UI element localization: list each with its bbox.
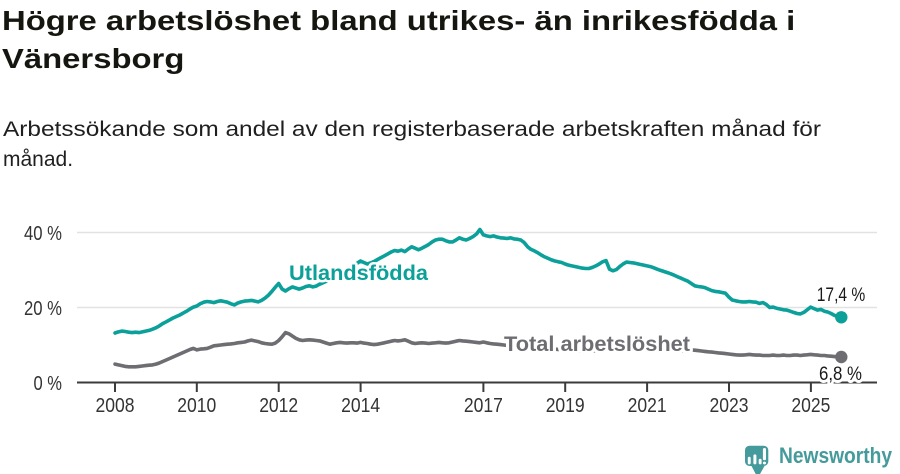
svg-text:40 %: 40 %	[24, 223, 62, 245]
svg-text:2008: 2008	[96, 395, 135, 417]
svg-text:6,8 %: 6,8 %	[819, 364, 862, 385]
svg-text:2014: 2014	[341, 395, 380, 417]
svg-text:17,4 %: 17,4 %	[817, 285, 866, 306]
svg-text:2023: 2023	[710, 395, 749, 417]
svg-text:2017: 2017	[464, 395, 503, 417]
svg-text:Newsworthy: Newsworthy	[779, 443, 893, 468]
svg-text:Utlandsfödda: Utlandsfödda	[289, 262, 428, 285]
svg-text:Total arbetslöshet: Total arbetslöshet	[504, 333, 690, 356]
svg-text:2025: 2025	[791, 395, 830, 417]
svg-text:2019: 2019	[546, 395, 585, 417]
svg-text:2012: 2012	[259, 395, 298, 417]
svg-text:20 %: 20 %	[24, 298, 62, 320]
svg-text:0 %: 0 %	[34, 373, 63, 395]
svg-text:2021: 2021	[628, 395, 667, 417]
svg-text:2010: 2010	[177, 395, 216, 417]
